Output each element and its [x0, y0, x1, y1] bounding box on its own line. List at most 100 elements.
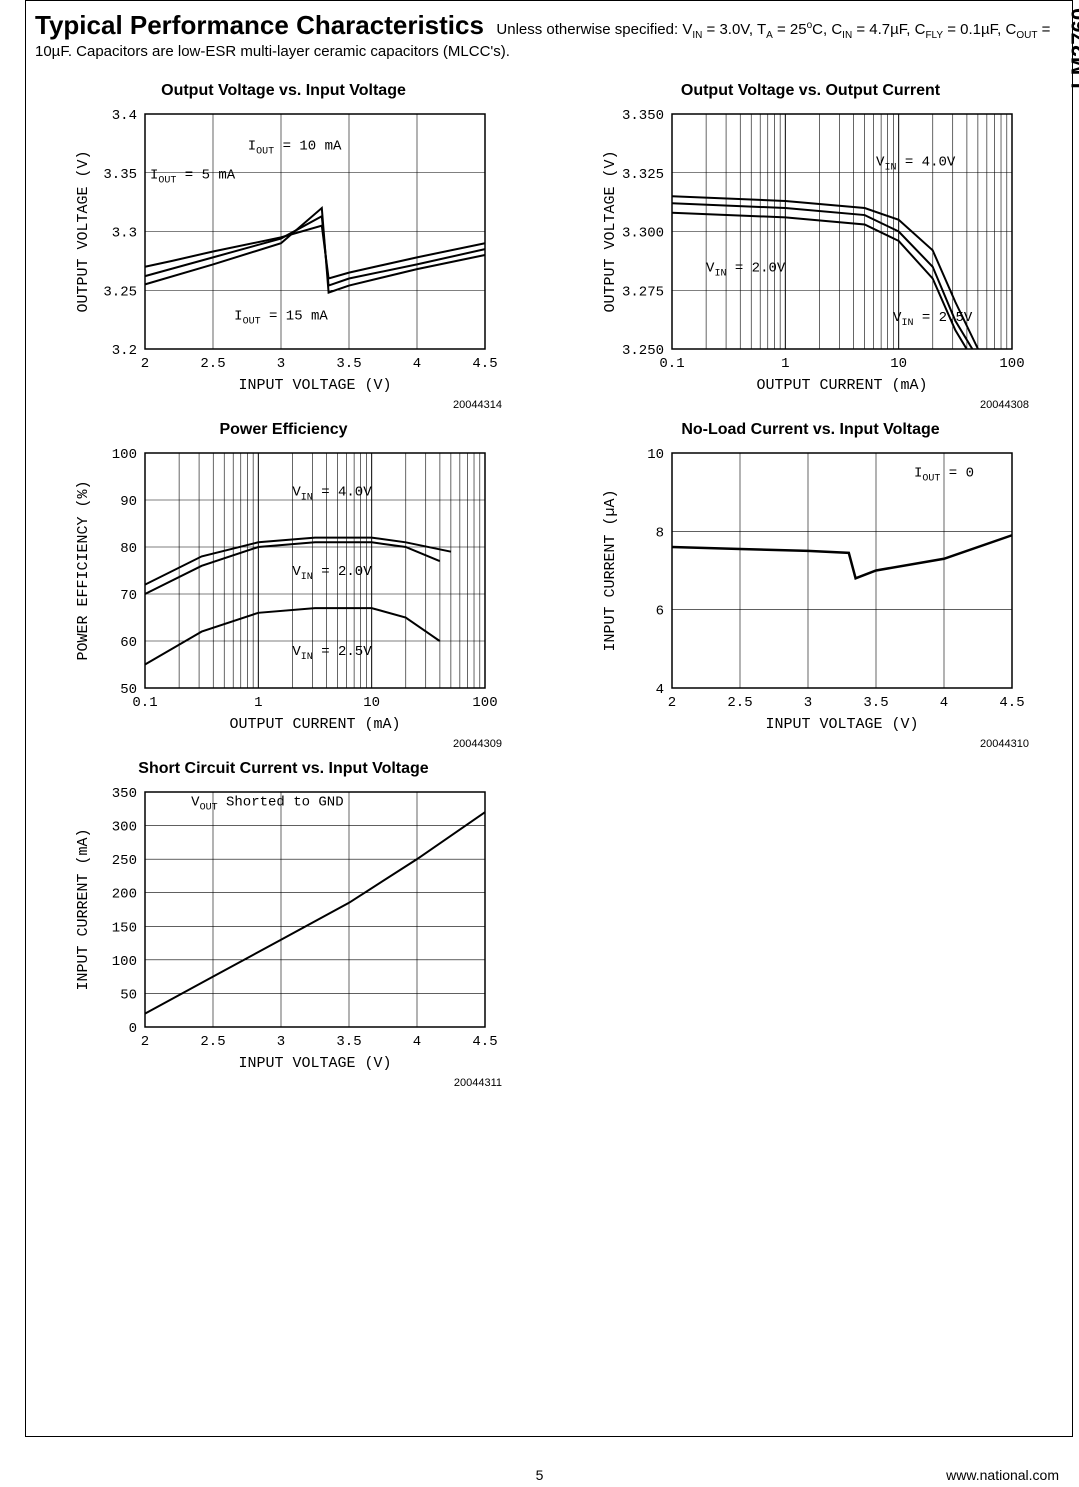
svg-text:3.2: 3.2 — [112, 343, 137, 359]
svg-text:4: 4 — [413, 1034, 421, 1050]
chart-title: Power Efficiency — [35, 421, 532, 439]
svg-text:70: 70 — [120, 588, 137, 604]
svg-text:4.5: 4.5 — [472, 356, 497, 372]
svg-text:10: 10 — [363, 695, 380, 711]
svg-text:4: 4 — [413, 356, 421, 372]
svg-text:4: 4 — [656, 682, 664, 698]
subtitle-part: = 25 — [773, 21, 807, 38]
svg-text:OUTPUT VOLTAGE (V): OUTPUT VOLTAGE (V) — [602, 150, 619, 312]
svg-text:60: 60 — [120, 635, 137, 651]
svg-text:INPUT VOLTAGE (V): INPUT VOLTAGE (V) — [765, 716, 918, 733]
chart-title: No-Load Current vs. Input Voltage — [562, 421, 1059, 439]
svg-text:6: 6 — [656, 604, 664, 620]
svg-text:0: 0 — [129, 1021, 137, 1037]
sub: OUT — [1016, 30, 1037, 41]
svg-text:3: 3 — [277, 1034, 285, 1050]
chart-title: Short Circuit Current vs. Input Voltage — [35, 760, 532, 778]
svg-text:INPUT VOLTAGE (V): INPUT VOLTAGE (V) — [238, 377, 391, 394]
svg-text:OUTPUT VOLTAGE (V): OUTPUT VOLTAGE (V) — [75, 150, 92, 312]
chart-shortcircuit: Short Circuit Current vs. Input Voltage … — [35, 760, 532, 1089]
svg-text:2.5: 2.5 — [200, 356, 225, 372]
subtitle-part: = 3.0V, T — [702, 21, 766, 38]
svg-text:2.5: 2.5 — [200, 1034, 225, 1050]
svg-text:INPUT VOLTAGE (V): INPUT VOLTAGE (V) — [238, 1055, 391, 1072]
svg-text:10: 10 — [890, 356, 907, 372]
header-block: Typical Performance Characteristics Unle… — [35, 10, 1059, 62]
svg-text:OUTPUT CURRENT (mA): OUTPUT CURRENT (mA) — [756, 377, 927, 394]
chart-svg: 0.11101003.2503.2753.3003.3253.350VIN = … — [594, 104, 1027, 397]
svg-text:100: 100 — [112, 954, 137, 970]
chart-svg: 22.533.544.546810IOUT = 0INPUT VOLTAGE (… — [594, 443, 1027, 736]
sub: A — [766, 30, 773, 41]
svg-text:150: 150 — [112, 920, 137, 936]
sub: FLY — [925, 30, 943, 41]
page-number: 5 — [536, 1467, 544, 1483]
chart-title: Output Voltage vs. Output Current — [562, 82, 1059, 100]
svg-text:3.4: 3.4 — [112, 108, 137, 124]
svg-text:INPUT CURRENT (mA): INPUT CURRENT (mA) — [75, 828, 92, 990]
sub: IN — [842, 30, 852, 41]
chart-efficiency: Power Efficiency 0.11101005060708090100V… — [35, 421, 532, 750]
svg-text:INPUT CURRENT (µA): INPUT CURRENT (µA) — [602, 489, 619, 651]
svg-text:90: 90 — [120, 494, 137, 510]
chart-id: 20044311 — [35, 1077, 532, 1089]
chart-vout-iout: Output Voltage vs. Output Current 0.1110… — [562, 82, 1059, 411]
svg-text:100: 100 — [999, 356, 1024, 372]
svg-text:100: 100 — [472, 695, 497, 711]
chart-svg: 22.533.544.53.23.253.33.353.4IOUT = 10 m… — [67, 104, 500, 397]
charts-grid: Output Voltage vs. Input Voltage 2 2.5 3 3.… — [35, 82, 1059, 1089]
sub: IN — [692, 30, 702, 41]
page-title: Typical Performance Characteristics — [35, 10, 484, 40]
empty-cell — [562, 760, 1059, 1089]
chart-title: Output Voltage vs. Input Voltage — [35, 82, 532, 100]
chart-noload: No-Load Current vs. Input Voltage 2 2.5 3 3… — [562, 421, 1059, 750]
svg-text:3.5: 3.5 — [336, 356, 361, 372]
svg-text:3.325: 3.325 — [622, 167, 664, 183]
svg-text:2.5: 2.5 — [727, 695, 752, 711]
chart-id: 20044310 — [562, 738, 1059, 750]
svg-text:1: 1 — [254, 695, 262, 711]
svg-text:2: 2 — [668, 695, 676, 711]
chart-id: 20044314 — [35, 399, 532, 411]
svg-text:1: 1 — [781, 356, 789, 372]
svg-text:200: 200 — [112, 887, 137, 903]
svg-text:3: 3 — [804, 695, 812, 711]
svg-text:3.250: 3.250 — [622, 343, 664, 359]
svg-text:4: 4 — [940, 695, 948, 711]
subtitle-part: = 4.7µF, C — [852, 21, 925, 38]
svg-text:3.350: 3.350 — [622, 108, 664, 124]
svg-text:3.3: 3.3 — [112, 226, 137, 242]
subtitle-part: Unless otherwise specified: V — [496, 21, 692, 38]
svg-text:3.275: 3.275 — [622, 284, 664, 300]
svg-text:80: 80 — [120, 541, 137, 557]
svg-text:3.5: 3.5 — [336, 1034, 361, 1050]
svg-text:50: 50 — [120, 987, 137, 1003]
part-number-vertical: LM2760 — [1067, 8, 1079, 89]
chart-id: 20044308 — [562, 399, 1059, 411]
svg-text:3.25: 3.25 — [103, 284, 137, 300]
svg-text:POWER EFFICIENCY (%): POWER EFFICIENCY (%) — [75, 480, 92, 660]
svg-text:300: 300 — [112, 820, 137, 836]
svg-text:OUTPUT CURRENT (mA): OUTPUT CURRENT (mA) — [229, 716, 400, 733]
svg-text:10: 10 — [647, 447, 664, 463]
svg-text:3.5: 3.5 — [863, 695, 888, 711]
subtitle-part: C, C — [812, 21, 842, 38]
chart-svg: 0.11101005060708090100VIN = 4.0VVIN = 2.… — [67, 443, 500, 736]
footer-url: www.national.com — [946, 1467, 1059, 1483]
svg-text:2: 2 — [141, 356, 149, 372]
svg-text:4.5: 4.5 — [999, 695, 1024, 711]
svg-text:3: 3 — [277, 356, 285, 372]
svg-text:250: 250 — [112, 853, 137, 869]
svg-text:3.300: 3.300 — [622, 226, 664, 242]
svg-text:3.35: 3.35 — [103, 167, 137, 183]
svg-text:8: 8 — [656, 525, 664, 541]
svg-text:100: 100 — [112, 447, 137, 463]
svg-text:4.5: 4.5 — [472, 1034, 497, 1050]
svg-text:2: 2 — [141, 1034, 149, 1050]
svg-text:50: 50 — [120, 682, 137, 698]
chart-svg: 22.533.544.5050100150200250300350VOUT Sh… — [67, 782, 500, 1075]
subtitle-part: = 0.1µF, C — [943, 21, 1016, 38]
chart-id: 20044309 — [35, 738, 532, 750]
svg-text:350: 350 — [112, 786, 137, 802]
chart-vout-vin: Output Voltage vs. Input Voltage 2 2.5 3 3.… — [35, 82, 532, 411]
